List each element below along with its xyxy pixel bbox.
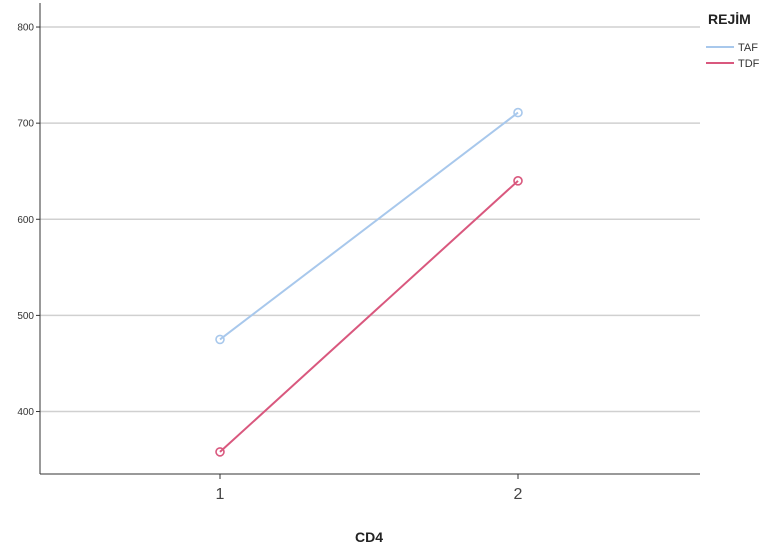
y-tick-label: 400 [17, 407, 34, 418]
legend-label-tdf: TDF [738, 58, 760, 70]
series-points [215, 107, 523, 457]
y-tick-label: 600 [17, 215, 34, 226]
series-lines [219, 111, 519, 453]
series-line-taf [219, 111, 519, 341]
y-tick-label: 500 [17, 311, 34, 322]
y-tick-label: 800 [17, 23, 34, 34]
legend-title: REJİM [708, 11, 751, 27]
legend: REJİM TAF TDF [706, 11, 760, 70]
x-axis-title: CD4 [355, 529, 383, 545]
gridlines [40, 26, 700, 413]
data-point-taf [215, 334, 225, 345]
data-point-tdf [215, 447, 225, 457]
legend-label-taf: TAF [738, 42, 758, 54]
data-point-tdf [513, 176, 523, 186]
y-axis-ticks: 400 500 600 700 800 [17, 23, 40, 418]
series-line-tdf [219, 180, 519, 453]
x-tick-label: 1 [216, 486, 225, 503]
x-tick-label: 2 [514, 486, 523, 503]
data-point-taf [513, 107, 523, 118]
y-tick-label: 700 [17, 119, 34, 130]
